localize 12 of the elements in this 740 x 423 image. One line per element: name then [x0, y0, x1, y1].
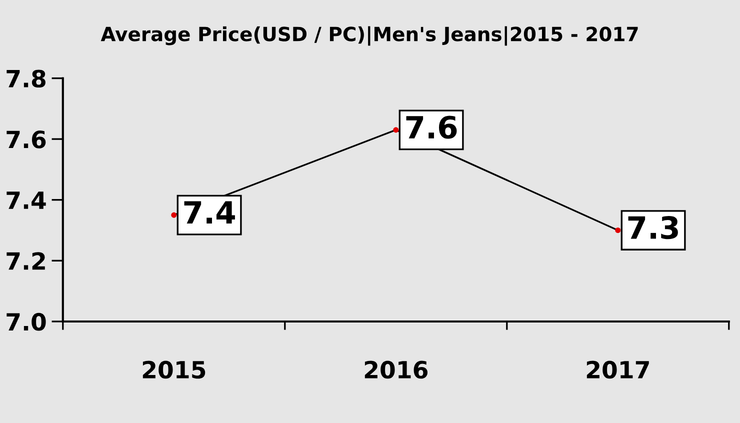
x-tick-label: 2016: [364, 360, 428, 379]
chart-title: Average Price(USD / PC)|Men's Jeans|2015 - 2017: [100, 26, 638, 46]
y-tick-label: 7.8: [6, 70, 46, 88]
y-tick-label: 7.0: [6, 312, 46, 331]
data-label: 7.6: [406, 116, 457, 139]
y-tick-label: 7.2: [6, 252, 45, 270]
data-label: 7.3: [628, 216, 678, 240]
x-tick-label: 2015: [142, 360, 206, 379]
x-tick-label: 2017: [586, 360, 649, 379]
data-label: 7.4: [184, 201, 235, 224]
y-tick-label: 7.6: [6, 130, 46, 148]
y-tick-label: 7.4: [6, 192, 46, 209]
